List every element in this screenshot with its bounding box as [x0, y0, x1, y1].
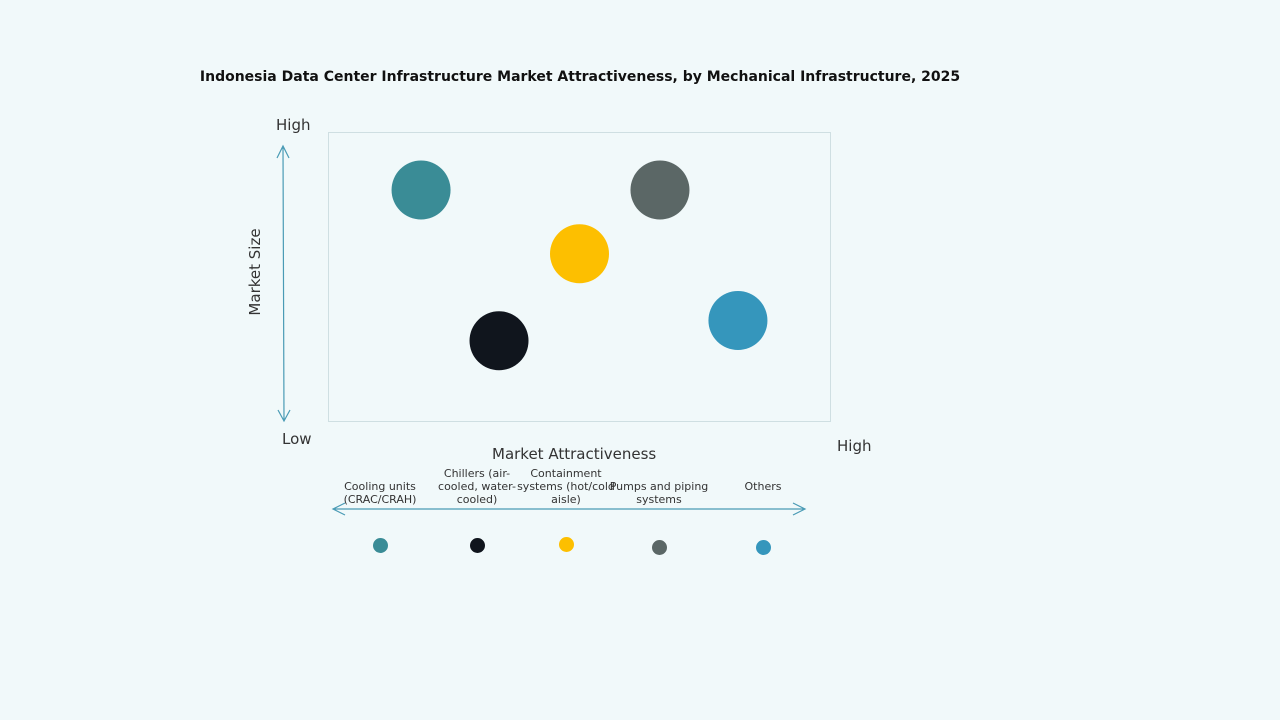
legend-axis-arrow: [331, 502, 807, 516]
legend-label: Others: [744, 480, 782, 493]
plot-area: [328, 132, 831, 422]
bubble-2: [469, 311, 529, 371]
bubble-3: [550, 224, 609, 284]
bubble-5: [708, 291, 768, 350]
legend-marker: [558, 536, 574, 552]
y-axis-high-label: High: [276, 116, 311, 134]
bubble-4: [630, 160, 690, 220]
legend-marker: [755, 539, 771, 555]
legend-label: Cooling units (CRAC/CRAH): [343, 480, 417, 506]
y-axis-arrow: [276, 144, 291, 423]
legend-marker: [469, 537, 485, 553]
legend-label: Pumps and piping systems: [609, 480, 709, 506]
legend-marker: [372, 537, 388, 553]
x-axis-label: Market Attractiveness: [492, 445, 657, 463]
legend-label: Containment systems (hot/cold aisle): [517, 467, 615, 506]
x-axis-high-label: High: [837, 437, 872, 455]
chart-title: Indonesia Data Center Infrastructure Mar…: [199, 69, 961, 85]
bubble-1: [391, 160, 451, 220]
axis-low-label: Low: [282, 430, 312, 448]
legend-marker: [651, 539, 667, 555]
legend-label: Chillers (air-cooled, water-cooled): [438, 467, 516, 506]
